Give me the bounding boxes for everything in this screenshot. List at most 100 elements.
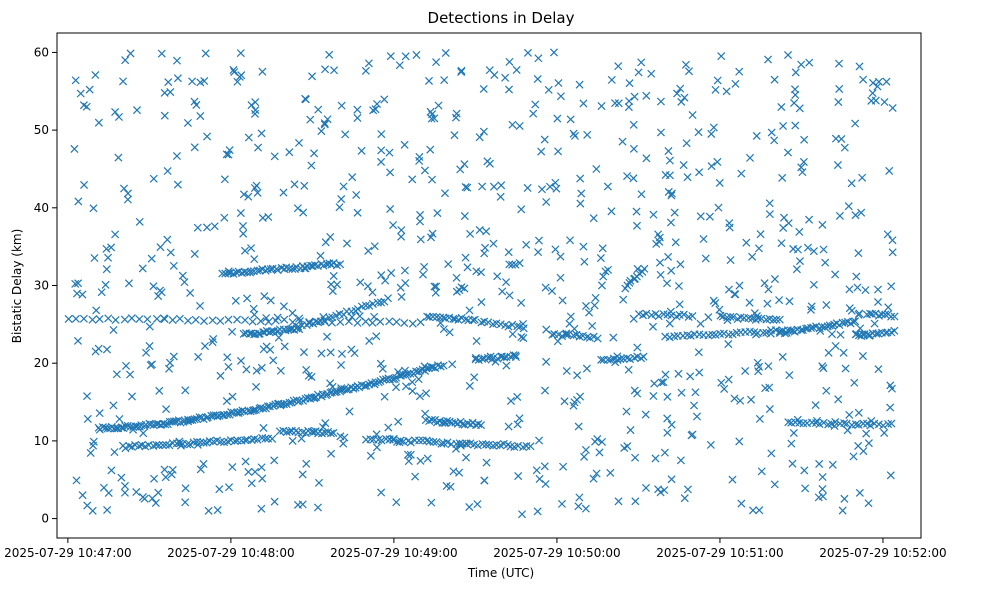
- clutter-point: [117, 473, 126, 482]
- track-point: [625, 278, 634, 287]
- track-point: [470, 315, 479, 324]
- clutter-point: [861, 286, 870, 295]
- clutter-point: [408, 378, 417, 387]
- clutter-point: [885, 166, 894, 175]
- clutter-point: [83, 501, 92, 510]
- track-point: [819, 418, 828, 427]
- track-point: [877, 310, 886, 319]
- clutter-point: [323, 332, 332, 341]
- clutter-point: [595, 448, 604, 457]
- clutter-point: [119, 184, 129, 193]
- clutter-point: [720, 384, 729, 393]
- clutter-point: [680, 93, 689, 102]
- track-point: [461, 315, 470, 324]
- clutter-point: [502, 361, 511, 370]
- clutter-point: [851, 330, 860, 339]
- clutter-point: [451, 444, 461, 453]
- track-point: [88, 315, 97, 324]
- clutter-point: [377, 157, 386, 166]
- track-point: [374, 435, 383, 444]
- clutter-point: [361, 66, 370, 75]
- clutter-point: [377, 146, 386, 155]
- clutter-point: [505, 85, 514, 94]
- clutter-point: [726, 256, 735, 265]
- clutter-point: [506, 396, 515, 405]
- clutter-point: [369, 106, 378, 115]
- clutter-point: [145, 342, 154, 351]
- clutter-point: [310, 149, 319, 158]
- clutter-point: [342, 239, 352, 248]
- clutter-point: [462, 440, 471, 449]
- clutter-point: [504, 248, 513, 257]
- clutter-point: [626, 426, 635, 435]
- clutter-point: [545, 182, 555, 191]
- clutter-point: [149, 174, 158, 183]
- clutter-point: [887, 282, 896, 291]
- clutter-point: [592, 469, 601, 478]
- clutter-point: [508, 330, 517, 339]
- clutter-point: [326, 232, 335, 242]
- clutter-point: [377, 271, 386, 280]
- clutter-point: [159, 314, 168, 323]
- clutter-point: [394, 368, 403, 377]
- track-point: [317, 392, 326, 401]
- clutter-point: [855, 62, 864, 71]
- clutter-point: [397, 232, 406, 241]
- clutter-point: [135, 217, 144, 226]
- clutter-point: [553, 337, 562, 346]
- clutter-point: [576, 174, 585, 183]
- track-point: [376, 317, 385, 326]
- clutter-point: [400, 140, 409, 149]
- clutter-point: [856, 324, 865, 333]
- clutter-point: [707, 129, 716, 138]
- clutter-point: [533, 74, 542, 84]
- track-point: [183, 440, 192, 449]
- clutter-point: [378, 364, 387, 373]
- clutter-point: [266, 296, 275, 305]
- clutter-point: [592, 165, 601, 174]
- clutter-point: [269, 356, 278, 365]
- clutter-point: [90, 253, 99, 263]
- track-point: [603, 355, 612, 364]
- clutter-point: [508, 120, 517, 129]
- clutter-point: [793, 415, 802, 424]
- track-point: [288, 264, 297, 273]
- track-point: [890, 326, 899, 335]
- clutter-point: [365, 336, 374, 345]
- clutter-point: [363, 282, 372, 291]
- clutter-point: [239, 229, 248, 238]
- clutter-point: [307, 161, 316, 170]
- clutter-point: [715, 305, 724, 314]
- clutter-point: [132, 106, 142, 115]
- clutter-point: [834, 98, 843, 107]
- clutter-point: [78, 290, 87, 299]
- clutter-point: [542, 357, 551, 366]
- clutter-point: [735, 67, 744, 76]
- clutter-point: [757, 467, 766, 476]
- track-point: [291, 426, 300, 435]
- track-point: [224, 315, 233, 324]
- clutter-point: [104, 253, 113, 262]
- clutter-point: [258, 213, 267, 222]
- clutter-point: [325, 50, 334, 59]
- clutter-point: [566, 236, 575, 245]
- clutter-point: [556, 273, 565, 282]
- clutter-point: [714, 203, 723, 212]
- track-point: [71, 314, 80, 323]
- track-point: [874, 311, 883, 320]
- clutter-point: [260, 292, 269, 301]
- track-point: [191, 315, 200, 324]
- clutter-point: [659, 378, 668, 387]
- clutter-point: [167, 470, 176, 479]
- clutter-point: [579, 99, 588, 108]
- clutter-point: [111, 230, 120, 239]
- clutter-point: [386, 204, 395, 214]
- clutter-point: [327, 280, 336, 289]
- clutter-point: [129, 425, 138, 434]
- clutter-point: [441, 418, 450, 427]
- clutter-point: [557, 499, 566, 508]
- clutter-point: [667, 420, 676, 429]
- track-point: [809, 323, 818, 332]
- clutter-point: [735, 437, 744, 446]
- clutter-point: [663, 414, 672, 423]
